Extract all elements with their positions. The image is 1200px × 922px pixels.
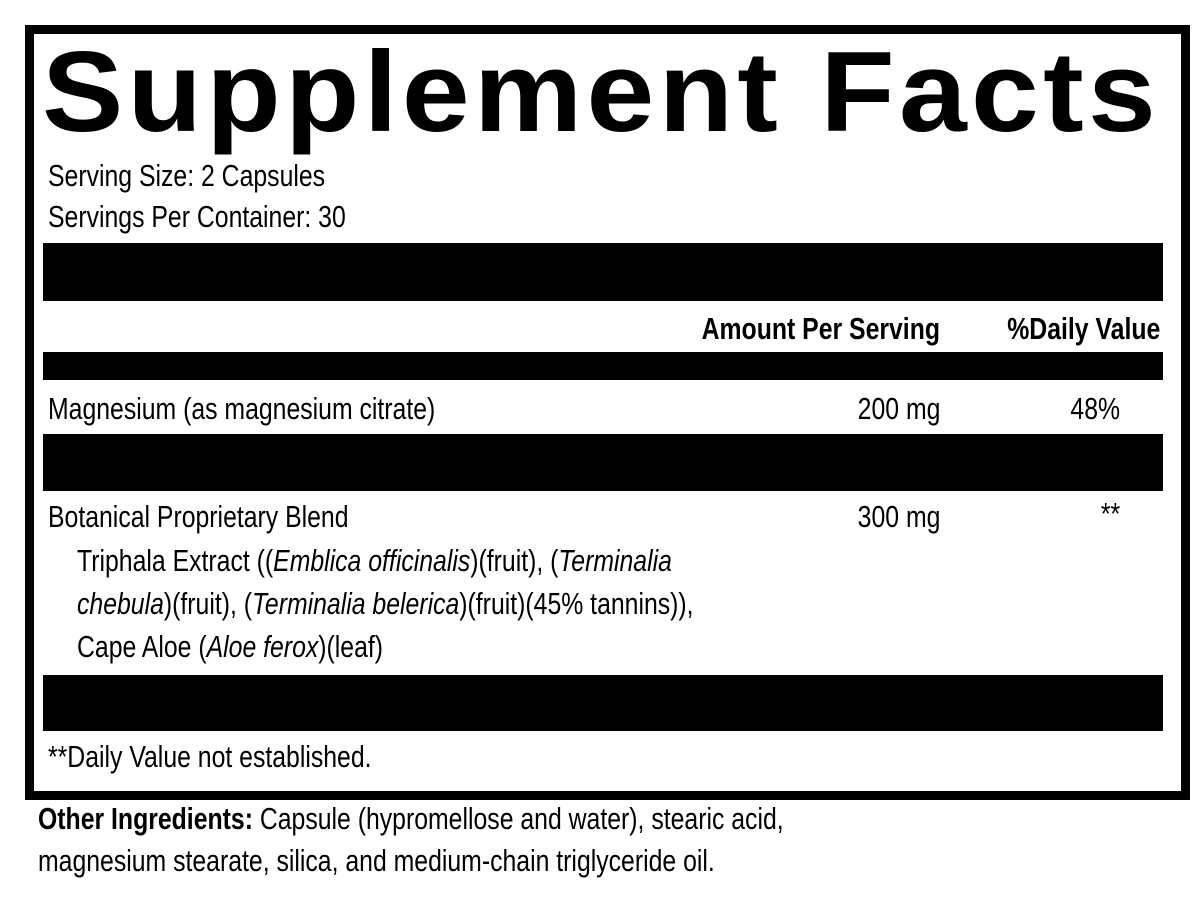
divider-bar: [43, 243, 1163, 301]
row-magnesium-name: Magnesium (as magnesium citrate): [48, 391, 436, 426]
divider-bar: [43, 675, 1163, 731]
blend-ingredients-line-2: chebula)(fruit), (Terminalia belerica)(f…: [77, 586, 694, 621]
facts-panel-border: [25, 25, 1190, 800]
other-ingredients-label: Other Ingredients:: [38, 801, 253, 836]
other-ingredients-line-1: Other Ingredients: Capsule (hypromellose…: [38, 801, 784, 836]
panel-title: Supplement Facts: [42, 29, 1160, 156]
footnote: **Daily Value not established.: [48, 739, 372, 774]
other-ingredients-line-2: magnesium stearate, silica, and medium-c…: [38, 843, 715, 878]
blend-ingredients-line-3: Cape Aloe (Aloe ferox)(leaf): [77, 629, 384, 664]
blend-ingredients-line-1: Triphala Extract ((Emblica officinalis)(…: [77, 543, 672, 578]
divider-bar: [43, 352, 1163, 380]
serving-size: Serving Size: 2 Capsules: [48, 158, 326, 193]
row-magnesium-dv: 48%: [1070, 391, 1120, 426]
amount-per-serving-header: Amount Per Serving: [701, 311, 940, 346]
divider-bar: [43, 434, 1163, 491]
row-blend-amount: 300 mg: [857, 499, 940, 534]
row-magnesium-amount: 200 mg: [857, 391, 940, 426]
daily-value-header: %Daily Value: [1006, 311, 1160, 346]
servings-per-container: Servings Per Container: 30: [48, 199, 346, 234]
row-blend-dv: **: [1100, 496, 1120, 531]
row-blend-name: Botanical Proprietary Blend: [48, 499, 349, 534]
